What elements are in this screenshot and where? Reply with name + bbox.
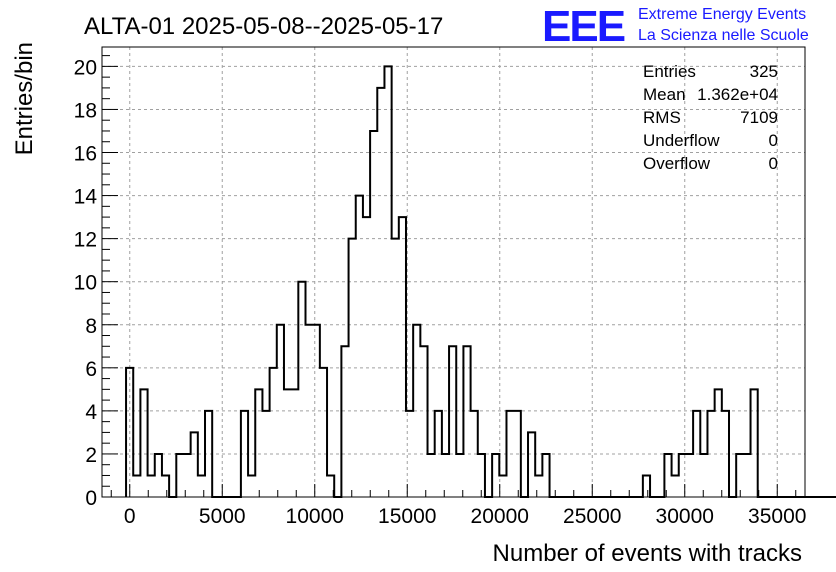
y-tick-label: 16	[74, 143, 97, 166]
x-tick-label: 30000	[656, 505, 714, 528]
eee-logo: EEE Extreme Energy Events La Scienza nel…	[542, 2, 809, 51]
y-tick-label: 6	[85, 358, 97, 381]
x-tick-label: 0	[124, 505, 136, 528]
stats-box: Entries 325 Mean 1.362e+04 RMS 7109 Underflow 0…	[643, 62, 778, 173]
chart-title: ALTA-01 2025-05-08--2025-05-17	[84, 13, 443, 40]
y-tick-label: 12	[74, 229, 97, 252]
y-tick-label: 10	[74, 272, 97, 295]
y-tick-label: 4	[85, 401, 97, 424]
stat-value: 0	[769, 131, 778, 150]
x-tick-label: 5000	[199, 505, 246, 528]
stat-value: 1.362e+04	[697, 85, 778, 104]
y-tick-label: 18	[74, 99, 97, 122]
stat-label: Mean	[643, 85, 686, 104]
y-axis-label: Entries/bin	[11, 42, 38, 155]
stat-label: RMS	[643, 108, 681, 127]
x-tick-label: 20000	[471, 505, 529, 528]
y-tick-label: 8	[85, 315, 97, 338]
x-axis-label: Number of events with tracks	[493, 540, 802, 567]
stat-value: 325	[750, 62, 778, 81]
y-tick-label: 0	[85, 487, 97, 510]
x-tick-label: 35000	[748, 505, 806, 528]
plot-frame	[101, 46, 806, 498]
x-tick-label: 15000	[378, 505, 436, 528]
stat-value: 0	[769, 154, 778, 173]
logo-line-1: Extreme Energy Events	[638, 6, 806, 23]
stat-value: 7109	[740, 108, 778, 127]
grid-lines	[102, 47, 805, 497]
x-tick-label: 10000	[286, 505, 344, 528]
logo-line-2: La Scienza nelle Scuole	[638, 27, 809, 44]
stat-label: Underflow	[643, 131, 720, 150]
stat-label: Overflow	[643, 154, 711, 173]
y-tick-label: 14	[74, 186, 98, 209]
y-tick-label: 2	[85, 444, 97, 467]
eee-logo-mark: EEE	[542, 2, 625, 51]
stat-label: Entries	[643, 62, 696, 81]
y-tick-label: 20	[74, 56, 97, 79]
axis-ticks	[102, 55, 797, 498]
x-tick-label: 25000	[563, 505, 621, 528]
tick-labels: 0 5000 10000 15000 20000 25000 30000 35000 0 2 4 6 8…	[74, 56, 807, 528]
